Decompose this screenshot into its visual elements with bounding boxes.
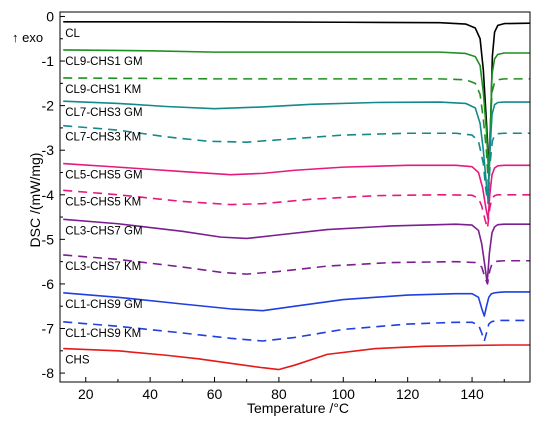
series-label: CL5-CHS5 KM [65,196,141,208]
x-tick-label: 80 [271,386,287,402]
y-tick-label: -8 [42,365,55,381]
series-label: CL9-CHS1 KM [65,84,141,96]
x-tick-label: 60 [207,386,223,402]
y-tick-label: 0 [46,8,54,24]
series-label: CL1-CHS9 KM [65,328,141,340]
series-line [63,162,530,221]
series-line [63,254,530,285]
y-axis-title: DSC /(mW/mg) [27,153,43,248]
series-label: CL [65,28,80,40]
x-tick-label: 100 [332,386,356,402]
x-tick-label: 20 [78,386,94,402]
exo-direction-label: ↑ exo [12,30,43,45]
x-tick-label: 40 [142,386,158,402]
series-label: CL5-CHS5 GM [65,170,142,182]
x-axis-title: Temperature /°C [247,400,349,416]
y-tick-label: -5 [42,231,55,247]
y-tick-label: -6 [42,276,55,292]
series-label: CL3-CHS7 GM [65,225,142,237]
series-layer [63,21,531,371]
series-label: CL1-CHS9 GM [65,299,142,311]
y-tick-label: -1 [42,53,55,69]
plot-frame [59,11,531,383]
series-line [63,291,530,317]
series-label: CL7-CHS3 KM [65,132,141,144]
y-tick-label: -2 [42,98,55,114]
x-tick-label: 140 [460,386,484,402]
series-line [63,100,530,203]
series-label: CHS [65,355,90,367]
y-tick-label: -4 [42,187,55,203]
series-line [63,344,530,371]
series-label: CL7-CHS3 GM [65,107,142,119]
y-tick-label: -7 [42,321,55,337]
series-line [63,218,530,284]
series-line [63,21,531,172]
y-tick-label: -3 [42,142,55,158]
series-line [63,319,530,342]
series-line [63,124,530,205]
series-line [63,49,530,178]
series-line [63,189,530,229]
series-label: CL3-CHS7 KM [65,261,141,273]
series-label: CL9-CHS1 GM [65,56,142,68]
series-label-layer: CL CL9-CHS1 GM CL9-CHS1 KM CL7-CHS3 GM CL7-C… [65,28,142,367]
axes-layer: 20 40 60 80 100 120 140 0 -1 -2 -3 -4 -5 -6 -7 -8 [42,8,531,402]
x-tick-label: 120 [396,386,420,402]
